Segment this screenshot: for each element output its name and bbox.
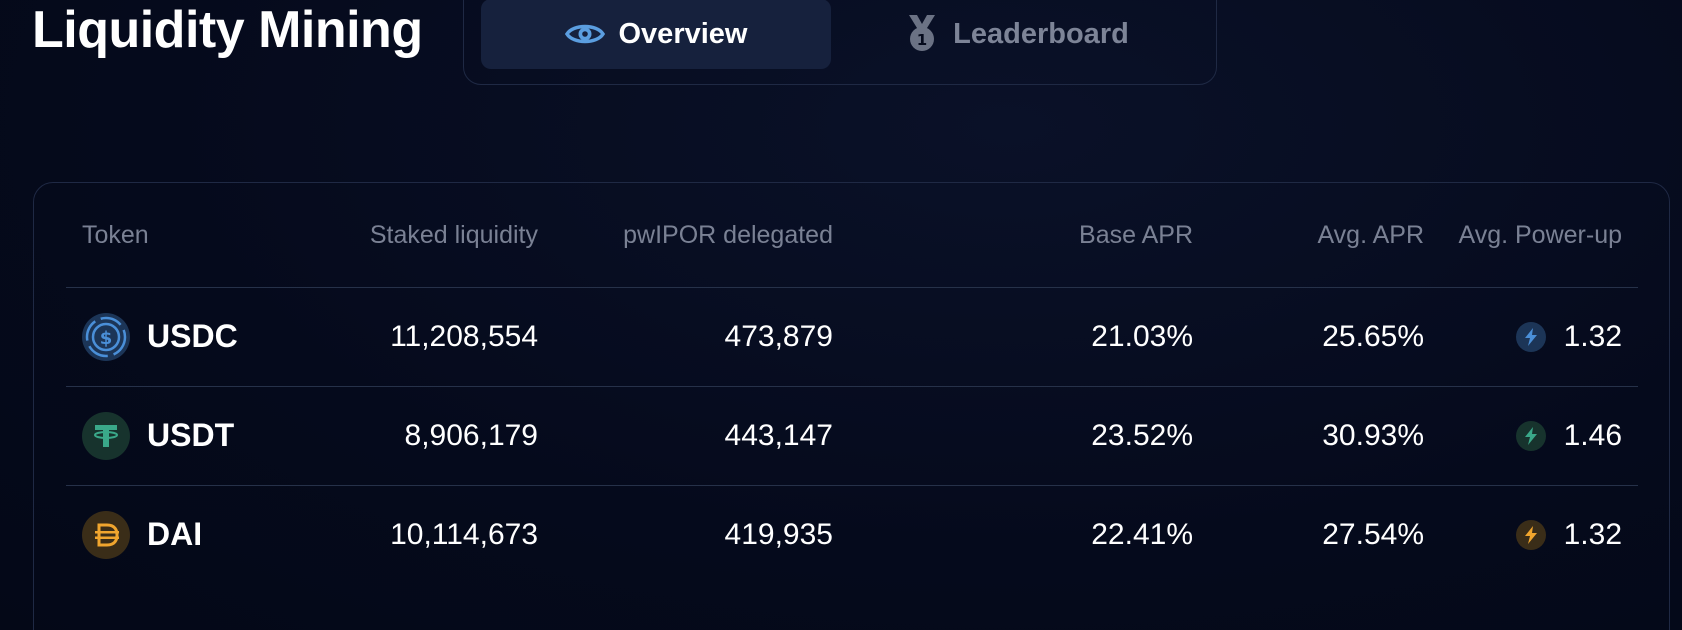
pwipor-delegated-value: 473,879 [724, 319, 833, 353]
token-cell: $ USDC [82, 287, 302, 386]
avg-powerup-value: 1.46 [1563, 418, 1622, 452]
staked-liquidity-value: 11,208,554 [390, 319, 538, 353]
token-table: Token Staked liquidity pwIPOR delegated … [33, 182, 1670, 630]
staked-liquidity-value: 10,114,673 [390, 517, 538, 551]
dai-icon [82, 510, 130, 559]
base-apr-value: 22.41% [1091, 517, 1193, 551]
avg-powerup-value: 1.32 [1563, 517, 1622, 551]
tab-overview-label: Overview [618, 17, 748, 50]
table-row[interactable]: $ USDC 11,208,554 473,879 21.03% 25.65% … [66, 287, 1638, 387]
header-token[interactable]: Token [82, 220, 149, 249]
lightning-icon [1515, 321, 1546, 352]
header-avg-powerup[interactable]: Avg. Power-up [1458, 220, 1622, 249]
table-header: Token Staked liquidity pwIPOR delegated … [66, 183, 1638, 288]
avg-apr-value: 27.54% [1322, 517, 1424, 551]
token-name: DAI [147, 516, 203, 552]
base-apr-value: 21.03% [1091, 319, 1193, 353]
avg-apr-value: 30.93% [1322, 418, 1424, 452]
avg-powerup-cell: 1.32 [1424, 485, 1622, 584]
header-base-apr[interactable]: Base APR [1079, 220, 1193, 249]
avg-powerup-value: 1.32 [1563, 319, 1622, 353]
usdt-icon [82, 411, 130, 460]
table-row[interactable]: USDT 8,906,179 443,147 23.52% 30.93% 1.4… [66, 386, 1638, 486]
pwipor-delegated-value: 419,935 [724, 517, 833, 551]
lightning-icon [1515, 420, 1546, 451]
usdc-icon: $ [82, 312, 130, 361]
tab-leaderboard[interactable]: 1 Leaderboard [842, 0, 1192, 69]
header-pwipor-delegated[interactable]: pwIPOR delegated [623, 220, 833, 249]
avg-apr-value: 25.65% [1322, 319, 1424, 353]
pwipor-delegated-value: 443,147 [724, 418, 833, 452]
token-name: USDC [147, 318, 238, 354]
tab-bar: Overview 1 Leaderboard [463, 0, 1217, 85]
lightning-icon [1515, 519, 1546, 550]
token-name: USDT [147, 417, 235, 453]
table-row[interactable]: DAI 10,114,673 419,935 22.41% 27.54% 1.3… [66, 485, 1638, 584]
header-avg-apr[interactable]: Avg. APR [1317, 220, 1424, 249]
avg-powerup-cell: 1.32 [1424, 287, 1622, 386]
header-staked-liquidity[interactable]: Staked liquidity [369, 220, 538, 249]
avg-powerup-cell: 1.46 [1424, 386, 1622, 485]
token-cell: DAI [82, 485, 302, 584]
page-title: Liquidity Mining [32, 1, 423, 59]
svg-text:$: $ [100, 328, 113, 349]
base-apr-value: 23.52% [1091, 418, 1193, 452]
svg-text:1: 1 [917, 31, 927, 49]
eye-icon [564, 20, 605, 48]
medal-icon: 1 [905, 15, 939, 53]
token-cell: USDT [82, 386, 302, 485]
tab-leaderboard-label: Leaderboard [953, 17, 1129, 50]
staked-liquidity-value: 8,906,179 [404, 418, 538, 452]
tab-overview[interactable]: Overview [481, 0, 831, 69]
